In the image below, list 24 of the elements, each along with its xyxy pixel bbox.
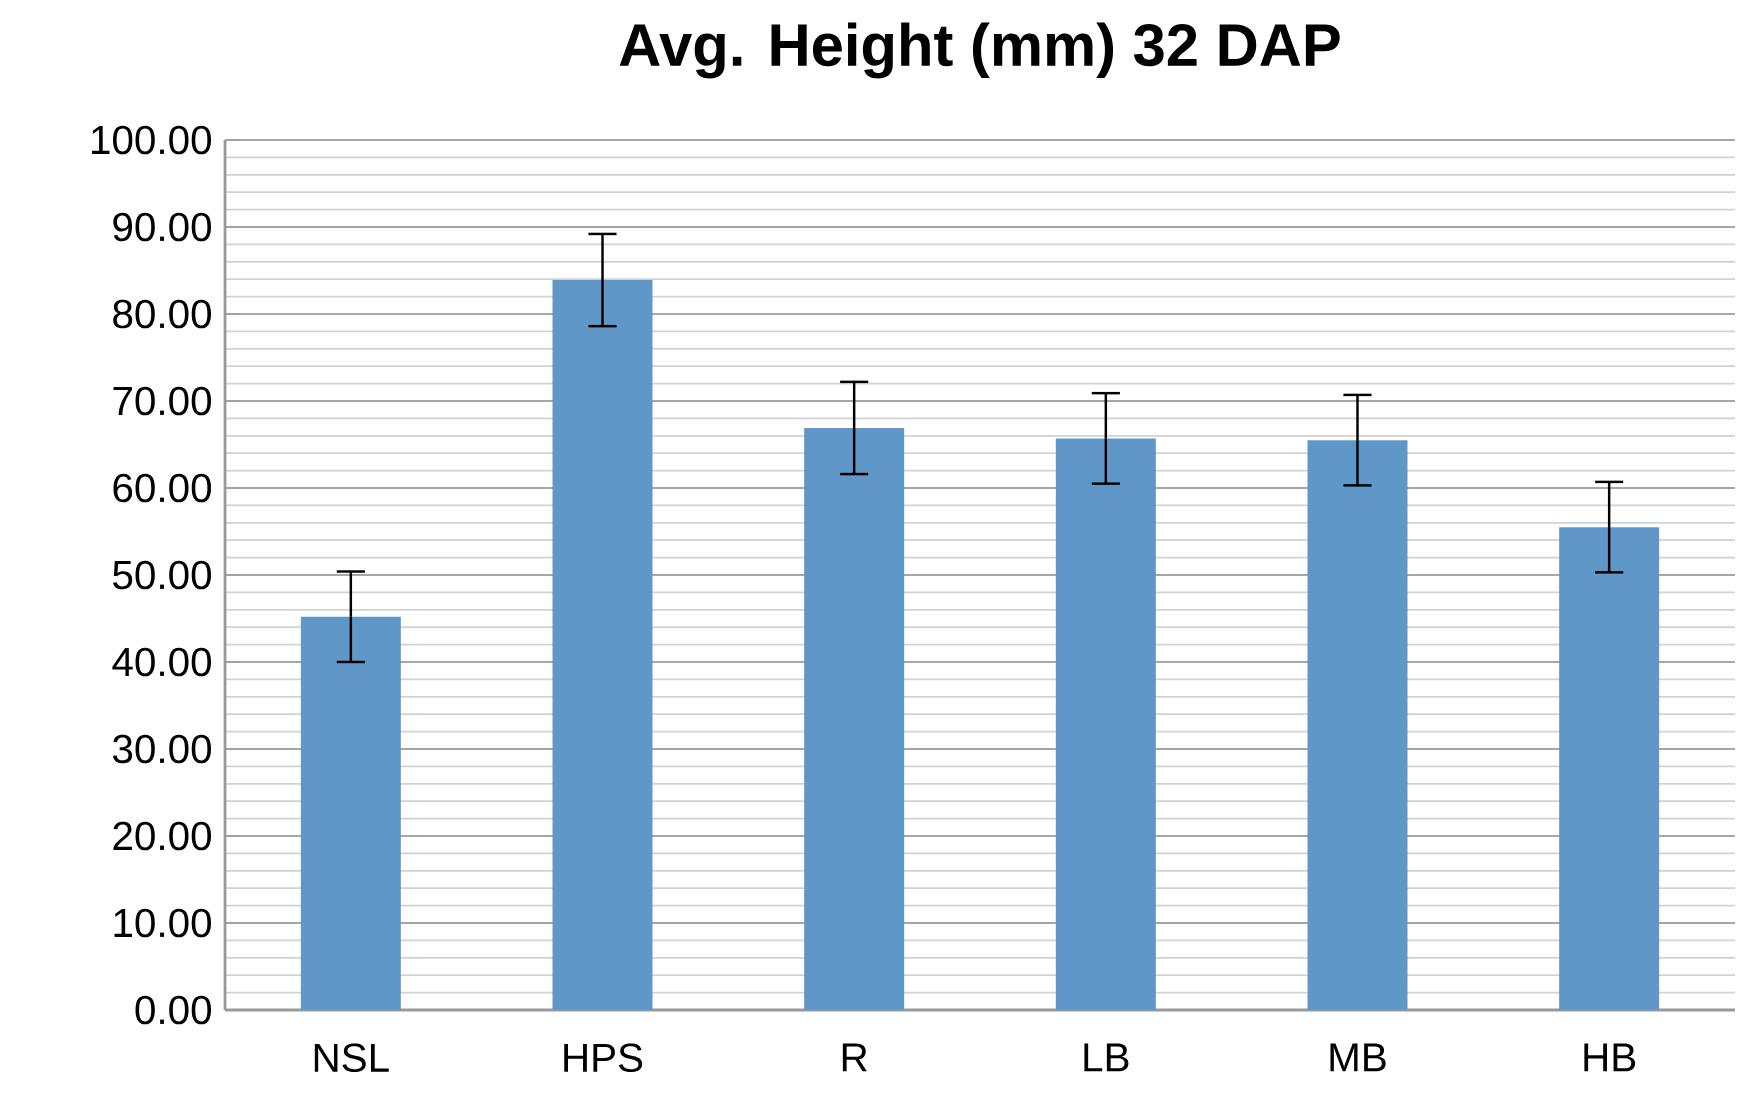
y-tick-label: 20.00 [113,821,211,851]
x-tick-label: HB [1584,1043,1636,1072]
bar [552,280,653,1010]
bar [804,427,905,1010]
x-tick-label: LB [1084,1043,1129,1072]
bar [1055,438,1156,1010]
bar [1307,440,1408,1010]
y-tick-label: 50.00 [113,560,211,590]
y-tick-label: 0.00 [135,995,211,1025]
chart-title: Avg. Height (mm) 32 DAP [619,22,1340,79]
y-tick-label: 60.00 [113,473,211,503]
x-tick-label: NSL [314,1043,389,1073]
y-tick-label: 70.00 [113,386,211,416]
bar [300,616,401,1010]
x-tick-label: MB [1330,1043,1386,1072]
y-tick-label: 10.00 [114,908,211,938]
y-tick-label: 90.00 [113,212,211,242]
y-tick-label: 80.00 [113,299,211,329]
x-tick-label: R [842,1043,867,1072]
bar [1559,527,1660,1010]
y-tick-label: 30.00 [112,734,211,764]
y-tick-label: 100.00 [92,125,211,155]
x-tick-label: HPS [564,1043,643,1073]
y-tick-label: 40.00 [112,647,211,677]
